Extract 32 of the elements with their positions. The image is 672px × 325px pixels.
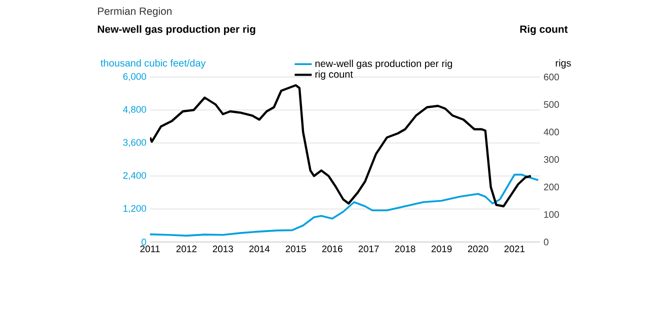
y2-tick-label: 100 — [544, 211, 559, 218]
x-tick-label: 2020 — [468, 246, 488, 252]
x-tick-label: 2019 — [432, 246, 452, 252]
legend-label: new-well gas production per rig — [315, 60, 452, 70]
text: Rig count — [520, 25, 568, 35]
x-tick-label: 2015 — [286, 246, 306, 252]
y2-tick-label: 600 — [544, 74, 559, 80]
x-tick-label: 2016 — [322, 246, 342, 252]
x-tick-label: 2012 — [176, 246, 197, 252]
chart-subtitle: New-well gas production per rig — [98, 25, 256, 35]
line-series — [150, 174, 540, 237]
x-tick-label: 2011 — [140, 246, 160, 252]
x-tick-label: 2017 — [358, 246, 379, 252]
y-tick-label: 6,000 — [123, 73, 146, 81]
y2-tick-label: 0 — [544, 238, 548, 246]
y-tick-label: 3,600 — [123, 139, 146, 147]
y-axis-title: thousand cubic feet/day — [100, 59, 206, 69]
y-tick-label: 1,200 — [124, 205, 146, 213]
legend-label: rig count — [315, 70, 353, 80]
y2-tick-label: 300 — [544, 156, 559, 163]
y-tick-label: 4,800 — [123, 106, 146, 114]
x-tick-label: 2014 — [249, 246, 270, 252]
y2-tick-label: 400 — [544, 128, 559, 136]
x-tick-label: 2018 — [395, 246, 416, 252]
x-tick-label: 2013 — [212, 246, 233, 252]
y2-tick-label: 500 — [544, 101, 559, 108]
y-tick-label: 2,400 — [123, 172, 146, 180]
y-tick-label: 0 — [142, 238, 146, 246]
y2-tick-label: 200 — [544, 184, 559, 190]
chart-title: Permian Region — [98, 7, 172, 17]
y2-axis-title: rigs — [556, 59, 571, 69]
x-tick-label: 2021 — [504, 246, 525, 252]
